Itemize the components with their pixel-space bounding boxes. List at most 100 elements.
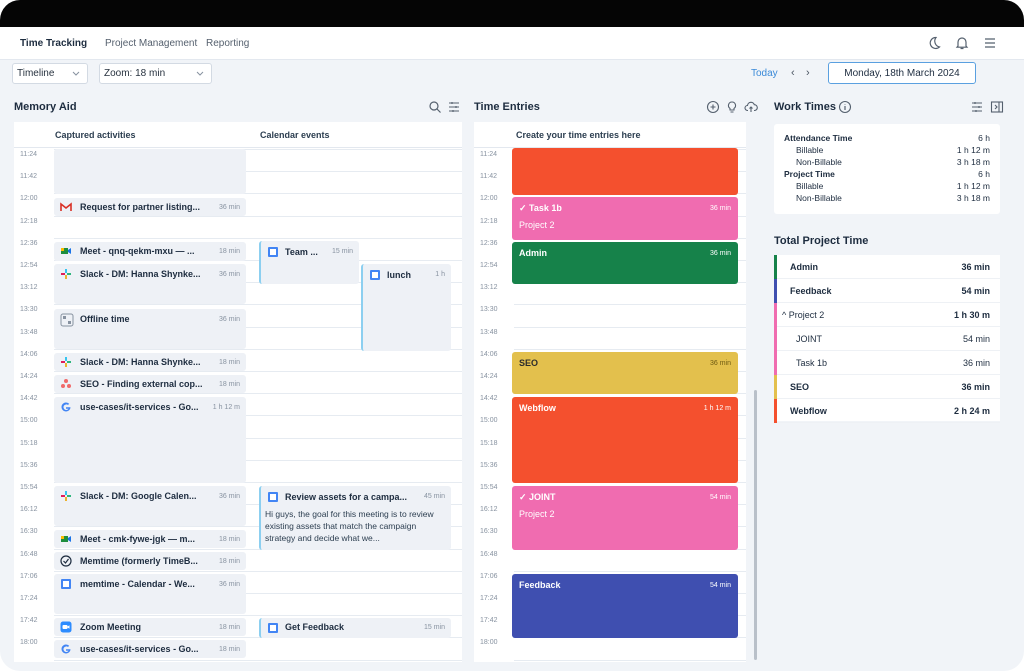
activity-item[interactable]: SEO - Finding external cop... 18 min: [54, 375, 246, 393]
time-gridline: [514, 570, 746, 572]
time-entry[interactable]: SEO 36 min: [512, 352, 738, 394]
activity-item[interactable]: Offline time 36 min: [54, 309, 246, 349]
activity-title: Offline time: [80, 314, 130, 324]
next-day-button[interactable]: ›: [806, 67, 810, 79]
add-circle-icon[interactable]: [706, 100, 720, 114]
time-gridline: [514, 659, 746, 661]
activity-title: Memtime (formerly TimeB...: [80, 556, 198, 566]
time-gridline: [54, 348, 462, 350]
view-select[interactable]: Timeline: [12, 63, 88, 84]
filter-icon[interactable]: [970, 100, 984, 114]
time-entry[interactable]: ✓ Task 1b 36 min Project 2: [512, 197, 738, 240]
activity-item[interactable]: Zoom Meeting 18 min: [54, 618, 246, 636]
moon-icon[interactable]: [926, 35, 942, 51]
project-row-webflow[interactable]: Webflow 2 h 24 m: [774, 399, 1000, 423]
activity-title: Zoom Meeting: [80, 622, 141, 632]
prev-day-button[interactable]: ‹: [791, 67, 795, 79]
activity-title: Meet - qnq-qekm-mxu — ...: [80, 246, 195, 256]
time-entry[interactable]: Admin 36 min: [512, 242, 738, 284]
activity-item[interactable]: Slack - DM: Google Calen... 36 min: [54, 486, 246, 526]
time-entries-panel: Create your time entries here 11:24 11:42…: [474, 122, 746, 662]
info-icon[interactable]: [838, 100, 852, 114]
work-times-card: Attendance Time 6 h Billable 1 h 12 m Non-…: [774, 124, 1000, 214]
cloud-upload-icon[interactable]: [744, 100, 758, 114]
activity-duration: 18 min: [218, 558, 240, 565]
filter-icon[interactable]: [447, 100, 461, 114]
scrollbar[interactable]: [754, 390, 757, 660]
project-color-bar: [774, 375, 777, 399]
view-select-value: Timeline: [17, 68, 55, 79]
time-label: 13:30: [480, 306, 498, 314]
activity-block[interactable]: [54, 149, 246, 194]
time-label: 16:48: [20, 550, 38, 558]
activity-item[interactable]: memtime - Calendar - We... 36 min: [54, 574, 246, 614]
time-entry[interactable]: ✓ JOINT 54 min Project 2: [512, 486, 738, 550]
lightbulb-icon[interactable]: [725, 100, 739, 114]
activity-title: Meet - cmk-fywe-jgk — m...: [80, 534, 196, 544]
calendar-event[interactable]: lunch 1 h: [361, 264, 451, 351]
activity-item[interactable]: Slack - DM: Hanna Shynke... 18 min: [54, 353, 246, 371]
calendar-event[interactable]: Team ... 15 min: [259, 241, 359, 284]
project-row-feedback[interactable]: Feedback 54 min: [774, 279, 1000, 303]
activity-item[interactable]: use-cases/it-services - Go... 18 min: [54, 640, 246, 658]
google-calendar-icon: [268, 492, 278, 502]
time-label: 12:36: [20, 239, 38, 247]
time-label: 15:00: [480, 417, 498, 425]
meet-icon: [61, 536, 71, 542]
google-icon: [61, 402, 71, 412]
activity-title: Slack - DM: Hanna Shynke...: [80, 269, 201, 279]
tab-project-management[interactable]: Project Management: [105, 38, 198, 49]
time-entry-title: SEO: [519, 358, 539, 368]
calendar-event[interactable]: Get Feedback 15 min: [259, 618, 451, 638]
work-times-title: Work Times: [774, 101, 836, 113]
time-entry-duration: 54 min: [709, 582, 731, 589]
row-value: 6 h: [978, 169, 990, 179]
row-label: Non-Billable: [796, 193, 842, 203]
toolbar: Timeline Zoom: 18 min Today ‹ › Monday, …: [0, 61, 1024, 88]
activity-item[interactable]: Meet - cmk-fywe-jgk — m... 18 min: [54, 530, 246, 548]
time-label: 16:12: [480, 506, 498, 514]
today-button[interactable]: Today: [751, 68, 778, 79]
activity-duration: 36 min: [218, 271, 240, 278]
total-project-time-title: Total Project Time: [774, 235, 869, 247]
row-value: 3 h 18 m: [956, 193, 990, 203]
activity-title: use-cases/it-services - Go...: [80, 644, 199, 654]
memory-aid-title: Memory Aid: [14, 101, 77, 113]
zoom-select[interactable]: Zoom: 18 min: [99, 63, 212, 84]
time-label: 12:18: [480, 217, 498, 225]
tab-reporting[interactable]: Reporting: [206, 38, 250, 49]
activity-item[interactable]: use-cases/it-services - Go... 1 h 12 m: [54, 397, 246, 483]
activity-title: memtime - Calendar - We...: [80, 579, 195, 589]
project-row-project-2[interactable]: ^ Project 2 1 h 30 m: [774, 303, 1000, 327]
time-entry-duration: 54 min: [709, 494, 731, 501]
collapse-panel-icon[interactable]: [990, 100, 1004, 114]
time-entry[interactable]: [512, 148, 738, 195]
date-picker[interactable]: Monday, 18th March 2024: [828, 62, 976, 84]
tab-time-tracking[interactable]: Time Tracking: [20, 38, 88, 49]
search-icon[interactable]: [428, 100, 442, 114]
activity-item[interactable]: Memtime (formerly TimeB... 18 min: [54, 552, 246, 570]
project-row-task-1b[interactable]: Task 1b 36 min: [774, 351, 1000, 375]
time-entry[interactable]: Webflow 1 h 12 m: [512, 397, 738, 483]
time-entry-project: Project 2: [519, 220, 555, 230]
time-entry[interactable]: Feedback 54 min: [512, 574, 738, 638]
calendar-event[interactable]: Review assets for a campa... 45 min Hi g…: [259, 486, 451, 550]
menu-icon[interactable]: [982, 35, 998, 51]
project-row-admin[interactable]: Admin 36 min: [774, 255, 1000, 279]
project-row-joint[interactable]: JOINT 54 min: [774, 327, 1000, 351]
time-label: 15:36: [20, 461, 38, 469]
gmail-icon: [60, 202, 72, 211]
time-gridline: [54, 393, 462, 395]
time-gridline: [514, 348, 746, 350]
activity-item[interactable]: Slack - DM: Hanna Shynke... 36 min: [54, 264, 246, 304]
time-label: 16:48: [480, 550, 498, 558]
google-calendar-icon: [268, 247, 278, 257]
calendar-event-description: Hi guys, the goal for this meeting is to…: [265, 509, 434, 543]
time-gridline: [54, 548, 462, 550]
row-label: Attendance Time: [784, 133, 853, 143]
activity-item[interactable]: Request for partner listing... 36 min: [54, 198, 246, 216]
activity-item[interactable]: Meet - qnq-qekm-mxu — ... 18 min: [54, 242, 246, 261]
project-row-seo[interactable]: SEO 36 min: [774, 375, 1000, 399]
bell-icon[interactable]: [954, 35, 970, 51]
time-gridline: [54, 415, 462, 417]
